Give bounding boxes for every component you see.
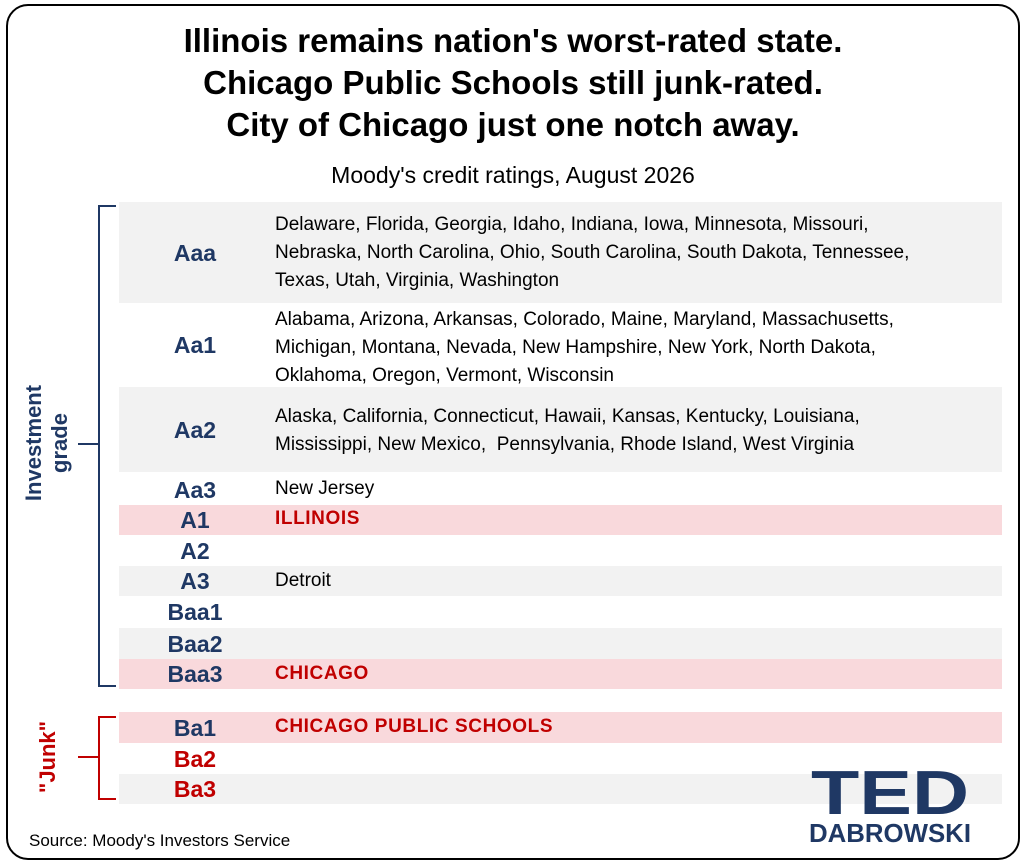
rating-label: A1 [180,507,210,533]
rating-label: Aa2 [173,416,217,443]
entity-line: Delaware, Florida, Georgia, Idaho, India… [275,214,869,235]
investment-grade-bracket-tick [78,443,98,445]
rating-label: Aaa [173,239,217,266]
rating-row-aa1: Aa1 Alabama, Arizona, Arkansas, Colorado,… [119,303,1002,387]
rating-label: Aa3 [173,477,217,503]
investment-grade-bracket [98,205,116,687]
rating-row-ba1: Ba1 CHICAGO PUBLIC SCHOOLS [119,712,1002,743]
entity-line: ILLINOIS [275,508,361,529]
rating-label: Ba2 [173,745,217,772]
rating-row-a2: A2 [119,535,1002,566]
junk-bracket [98,716,116,800]
rating-row-ba2: Ba2 [119,743,1002,774]
entity-line: Detroit [275,570,331,591]
title-line-3: City of Chicago just one notch away. [226,106,800,143]
entity-line: Mississippi, New Mexico, Pennsylvania, R… [275,434,855,455]
junk-bracket-tick [78,756,98,758]
chart-title: Illinois remains nation's worst-rated st… [0,20,1026,146]
entity-list: Alabama, Arizona, Arkansas, Colorado, Ma… [275,306,1000,390]
entity-line: Michigan, Montana, Nevada, New Hampshire… [275,337,876,358]
entity-line: Oklahoma, Oregon, Vermont, Wisconsin [275,365,614,386]
chart-subtitle: Moody's credit ratings, August 2026 [331,162,695,188]
rating-row-ba3: Ba3 [119,774,1002,804]
title-line-1: Illinois remains nation's worst-rated st… [183,22,843,59]
rating-label: A2 [180,537,210,564]
junk-label: "Junk" [35,720,60,794]
entity-list: Detroit [275,567,1000,595]
rating-row-aa3: Aa3 New Jersey [119,475,1002,505]
rating-label: Baa2 [167,630,223,657]
highlighted-entity: CHICAGO [275,660,1000,688]
entity-list: Alaska, California, Connecticut, Hawaii,… [275,403,1000,459]
title-line-2: Chicago Public Schools still junk-rated. [203,64,823,101]
rating-row-aaa: Aaa Delaware, Florida, Georgia, Idaho, In… [119,202,1002,303]
entity-line: New Jersey [275,478,375,499]
rating-label: A3 [180,568,210,594]
highlighted-entity: CHICAGO PUBLIC SCHOOLS [275,713,1000,741]
rating-label: Ba1 [173,714,217,741]
rating-row-a1: A1 ILLINOIS [119,505,1002,535]
source-note: Source: Moody's Investors Service [29,831,291,850]
ted-dabrowski-logo: TED DABROWSKI [809,762,971,846]
entity-list: New Jersey [275,475,1000,503]
rating-row-a3: A3 Detroit [119,566,1002,596]
rating-row-baa1: Baa1 [119,596,1002,628]
investment-grade-label-line-1: Investment [21,384,46,502]
rating-row-aa2: Aa2 Alaska, California, Connecticut, Hawa… [119,387,1002,472]
entity-line: CHICAGO [275,663,369,684]
rating-row-baa2: Baa2 [119,628,1002,659]
rating-label: Ba3 [173,776,217,802]
entity-line: Texas, Utah, Virginia, Washington [275,270,560,291]
rating-label: Aa1 [173,332,217,358]
highlighted-entity: ILLINOIS [275,505,1000,533]
entity-line: Alabama, Arizona, Arkansas, Colorado, Ma… [275,309,894,330]
chart-frame [6,4,1020,860]
logo-line-1: TED [811,762,969,828]
rating-row-baa3: Baa3 CHICAGO [119,659,1002,689]
entity-list: Delaware, Florida, Georgia, Idaho, India… [275,211,1000,295]
investment-grade-label-line-2: grade [47,413,72,473]
entity-line: Nebraska, North Carolina, Ohio, South Ca… [275,242,910,263]
logo-line-2: DABROWSKI [809,818,971,846]
rating-label: Baa1 [167,599,223,625]
investment-grade-label: Investment grade [21,383,75,503]
rating-label: Baa3 [167,661,223,687]
entity-line: Alaska, California, Connecticut, Hawaii,… [275,406,860,427]
entity-line: CHICAGO PUBLIC SCHOOLS [275,716,554,737]
